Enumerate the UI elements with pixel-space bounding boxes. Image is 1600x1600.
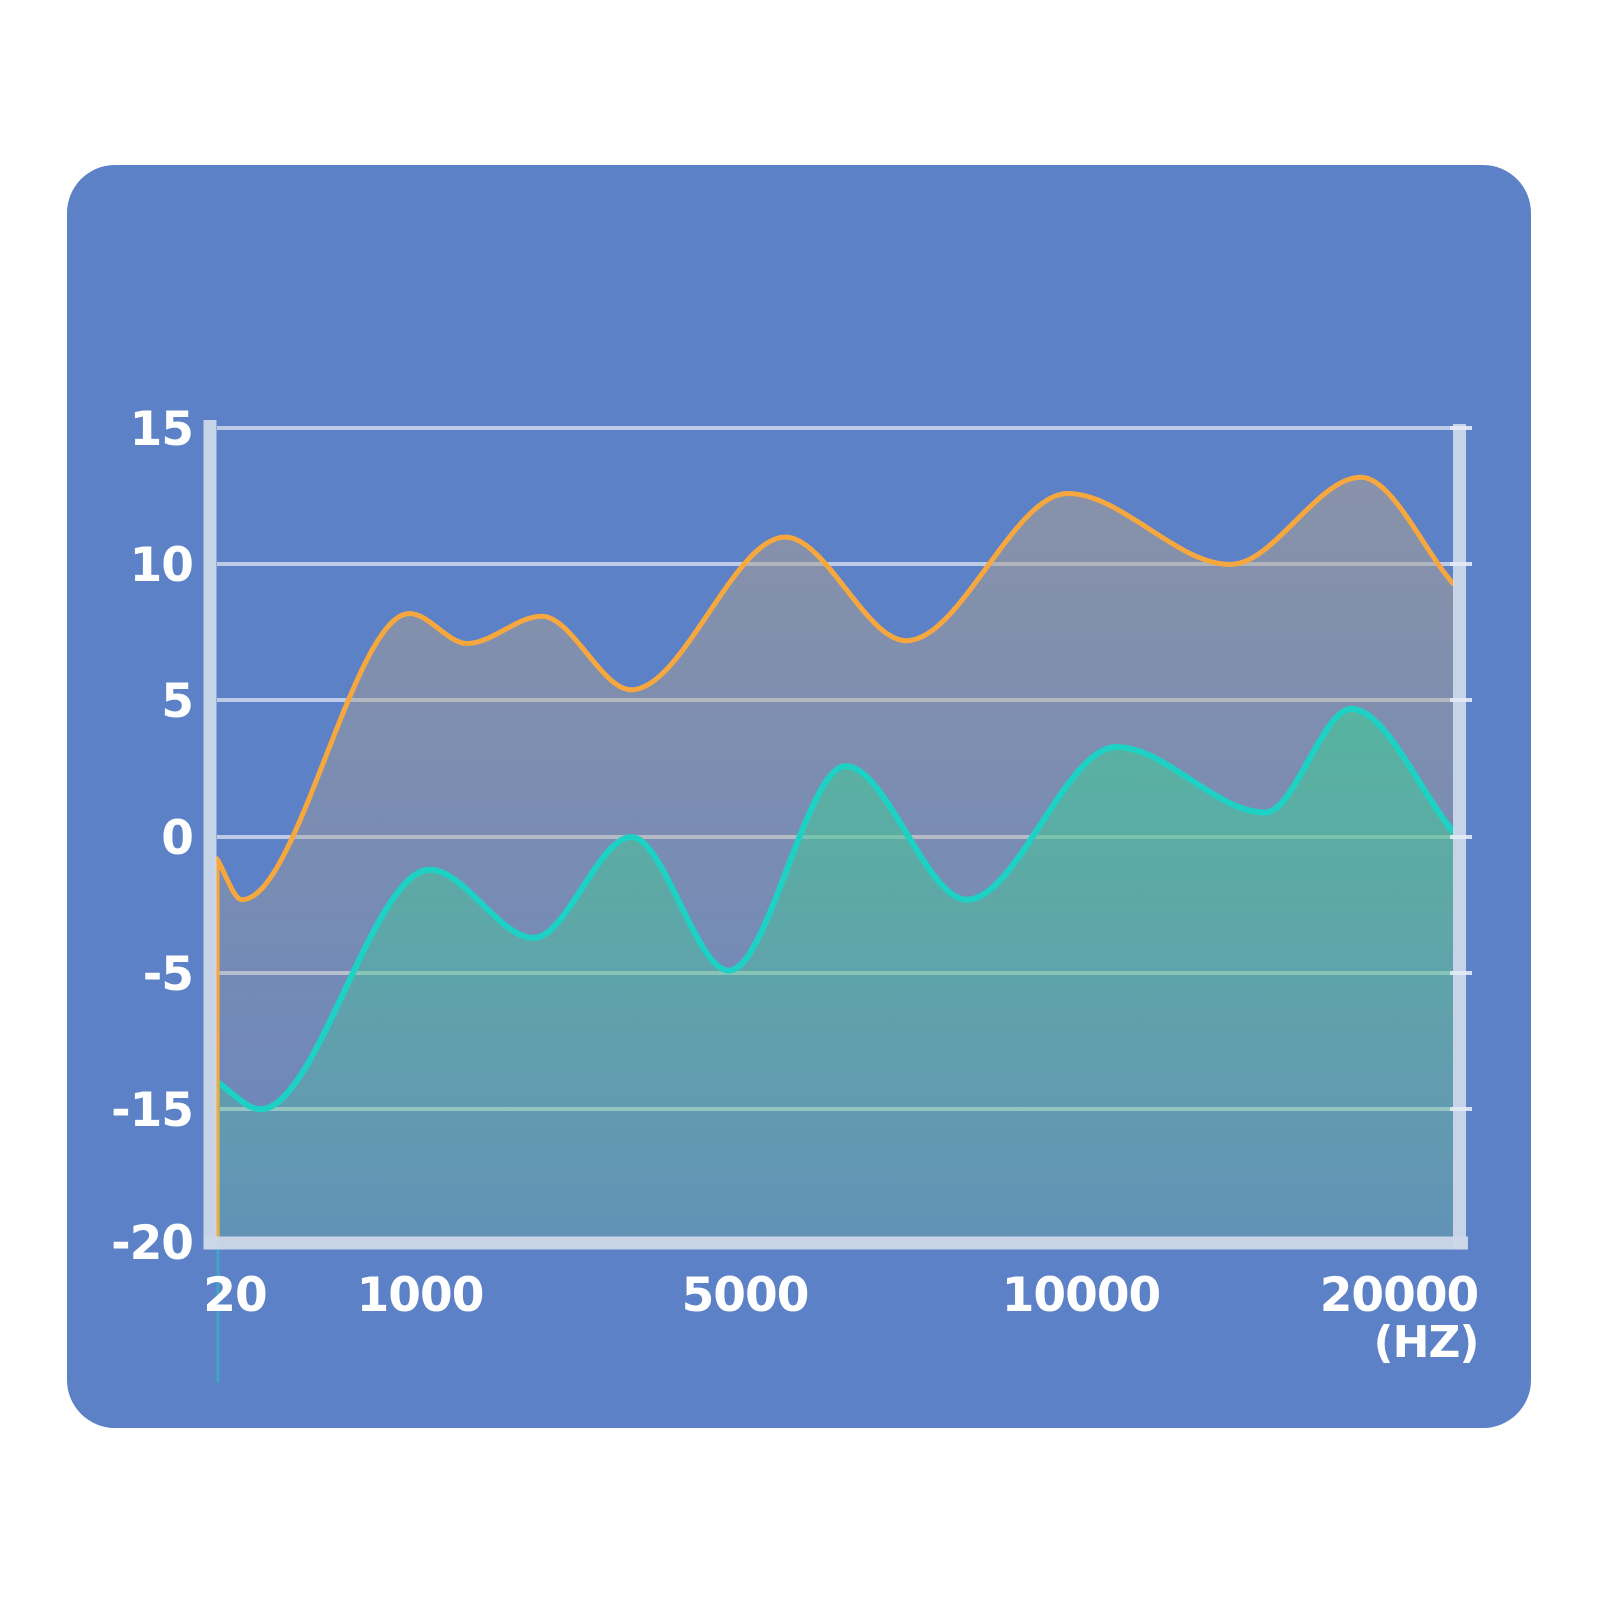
y-tick-label: -15 — [111, 1083, 193, 1138]
y-tick-label: 10 — [130, 538, 193, 593]
upper-response-curve — [214, 474, 1456, 1246]
x-tick-label: 10000 — [1002, 1268, 1161, 1323]
y-tick-labels-group: 15 10 5 0 -5 -15 -20 — [111, 402, 194, 1271]
x-tick-label: 20 — [203, 1268, 266, 1323]
right-axis-tick-stub — [1450, 562, 1472, 566]
axis-tick-stubs-group — [1450, 426, 1472, 1111]
y-tick-label: -5 — [143, 947, 193, 1002]
y-tick-label: 0 — [161, 811, 193, 866]
right-axis-tick-stub — [1450, 426, 1472, 430]
x-tick-label: 20000 — [1320, 1268, 1479, 1323]
y-tick-label: -20 — [111, 1216, 193, 1271]
right-axis-tick-stub — [1450, 835, 1472, 839]
right-axis-tick-stub — [1450, 1107, 1472, 1111]
right-axis-tick-stub — [1450, 971, 1472, 975]
x-tick-label: 5000 — [682, 1268, 809, 1323]
y-tick-label: 15 — [130, 402, 193, 457]
y-tick-label: 5 — [161, 674, 193, 729]
right-axis-tick-stub — [1450, 698, 1472, 702]
y-axis-bar — [203, 420, 217, 1250]
lower-response-curve — [214, 705, 1456, 1246]
x-tick-label: 1000 — [357, 1268, 484, 1323]
x-axis-bar — [203, 1236, 1468, 1250]
y-gridline — [217, 426, 1453, 430]
x-axis-unit-label: (HZ) — [1374, 1317, 1479, 1368]
lower-response-curve-area — [217, 708, 1453, 1243]
series-areas-group — [214, 474, 1456, 1246]
y-gridline — [217, 562, 1453, 566]
x-tick-labels-group: 20 1000 5000 10000 20000 — [203, 1268, 1479, 1323]
